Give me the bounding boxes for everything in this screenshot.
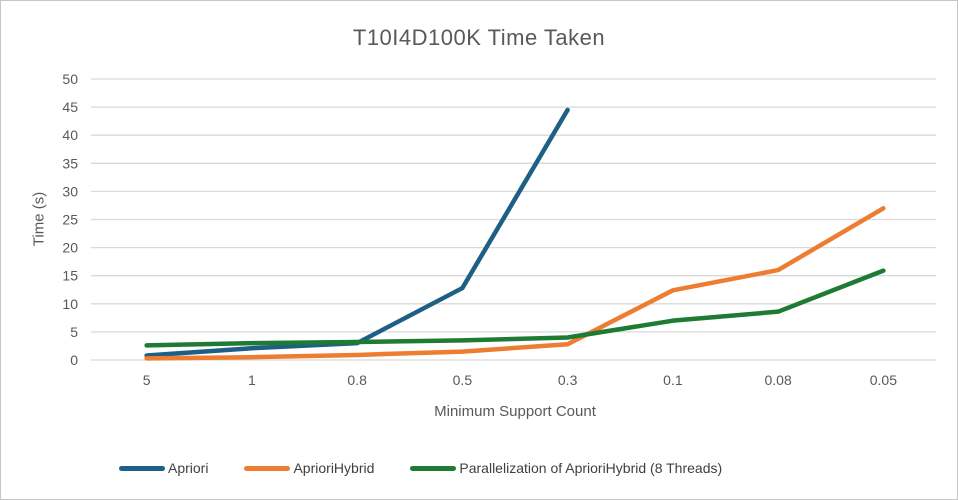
x-tick-label: 1 [248, 372, 256, 388]
chart-title: T10I4D100K Time Taken [352, 25, 606, 50]
series-line-1 [144, 206, 886, 361]
y-tick-label: 30 [62, 183, 78, 199]
legend-label: Apriori [168, 460, 209, 476]
y-tick-label: 0 [70, 352, 78, 368]
legend-label: AprioriHybrid [293, 460, 375, 476]
legend-swatch-icon [410, 465, 457, 471]
x-tick-label: 0.5 [453, 372, 473, 388]
legend-label: Parallelization of AprioriHybrid (8 Thre… [459, 460, 723, 476]
x-tick-label: 0.3 [558, 372, 578, 388]
x-tick-label: 0.1 [663, 372, 683, 388]
y-tick-label: 50 [62, 71, 78, 87]
x-tick-label: 0.8 [347, 372, 367, 388]
y-tick-label: 20 [62, 240, 78, 256]
x-axis-title: Minimum Support Count [434, 403, 596, 420]
legend-item-2: Parallelization of AprioriHybrid (8 Thre… [410, 460, 722, 476]
y-tick-label: 25 [62, 212, 78, 228]
legend-item-0: Apriori [119, 460, 208, 476]
series-line-0 [144, 107, 570, 358]
legend-item-1: AprioriHybrid [244, 460, 374, 476]
y-tick-label: 40 [62, 127, 78, 143]
legend-swatch-icon [119, 465, 165, 471]
y-tick-label: 10 [62, 296, 78, 312]
x-tick-label: 5 [143, 372, 151, 388]
x-tick-label: 0.05 [870, 372, 897, 388]
series-line-2 [144, 268, 886, 348]
y-tick-label: 15 [62, 268, 78, 284]
y-tick-label: 45 [62, 99, 78, 115]
x-tick-label: 0.08 [765, 372, 792, 388]
legend-swatch-icon [244, 465, 291, 471]
y-tick-label: 35 [62, 155, 78, 171]
y-axis-title: Time (s) [30, 191, 48, 247]
legend: Apriori AprioriHybrid Parallelization of A… [119, 460, 722, 476]
y-tick-label: 5 [70, 324, 78, 340]
